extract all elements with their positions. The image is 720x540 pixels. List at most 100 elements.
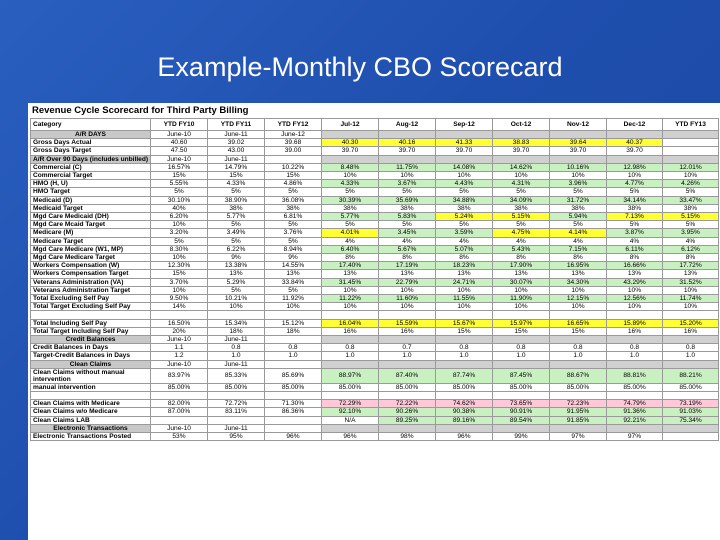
table-row: HMO (H, U) 5.55% 4.33% 4.86% 4.33% 3.67% 4.43%… [30, 179, 719, 189]
table-cell [606, 359, 663, 369]
table-row: Clean Claims LAB N/A 89.25% 89.16% 89.54% 91.… [30, 415, 719, 425]
table-cell: 74.62% [435, 399, 493, 409]
row-label: Total Including Self Pay [30, 318, 151, 328]
table-cell [264, 423, 322, 434]
row-label: Electronic Transactions Posted [30, 432, 151, 442]
table-cell [662, 432, 719, 442]
table-cell: June-11 [207, 335, 265, 345]
table-row: HMO Target 5% 5% 5% 5% 5% 5% 5% 5% 5% 5% [30, 187, 719, 197]
table-cell: 85.00% [435, 382, 493, 393]
table-cell: 16% [378, 326, 436, 337]
table-cell: 39.70 [606, 146, 663, 156]
table-cell: 5.67% [378, 244, 436, 255]
column-header-category: Category [30, 118, 151, 131]
table-cell: 97% [549, 432, 607, 442]
table-cell: 40.60 [150, 138, 208, 148]
table-cell [378, 154, 436, 164]
column-header: YTD FY13 [662, 118, 719, 131]
table-cell: 3.96% [549, 179, 607, 189]
table-cell: 72.29% [321, 399, 379, 409]
table-cell: 15.34% [207, 318, 265, 328]
table-cell [321, 154, 379, 164]
table-cell: 11.75% [378, 162, 436, 173]
table-cell: 8% [662, 253, 719, 263]
table-cell: 16% [321, 326, 379, 337]
table-cell: 4% [606, 236, 663, 246]
table-cell [207, 415, 265, 425]
section-header-row: Credit Balances June-10 June-11 [30, 335, 719, 345]
row-label: Clean Claims w/o Medicare [30, 407, 151, 417]
table-cell: 1.0 [606, 351, 663, 361]
row-label: Target-Credit Balances in Days [30, 351, 151, 361]
table-cell: 3.87% [606, 228, 663, 238]
table-cell [492, 359, 550, 369]
table-cell: 85.00% [662, 382, 719, 393]
table-cell: 85.00% [207, 382, 265, 393]
table-cell [264, 359, 322, 369]
row-label: Medicaid (D) [30, 195, 151, 205]
table-cell: 12.56% [606, 294, 663, 304]
table-cell: 40.30 [321, 138, 379, 148]
table-cell: 11.92% [264, 294, 322, 304]
table-cell: 15.59% [378, 318, 436, 328]
table-cell: 91.85% [549, 415, 607, 425]
table-cell: 5% [549, 220, 607, 230]
table-cell: 8.94% [264, 244, 322, 255]
table-cell [662, 335, 719, 345]
table-cell: 39.02 [207, 138, 265, 148]
table-cell: 9% [207, 253, 265, 263]
table-row: manual intervention 85.00% 85.00% 85.00% 85.… [30, 382, 719, 393]
section-header-row: A/R Over 90 Days (includes unbilled) June… [30, 154, 719, 164]
row-label: Total Excluding Self Pay [30, 294, 151, 304]
table-cell: 8.48% [321, 162, 379, 173]
table-cell: 5% [606, 187, 663, 197]
row-label [30, 391, 151, 401]
table-cell: 17.19% [378, 261, 436, 271]
table-cell: 1.0 [321, 351, 379, 361]
column-header: Jul-12 [321, 118, 379, 131]
table-cell: 15.67% [435, 318, 493, 328]
table-cell [492, 129, 550, 140]
table-cell [549, 129, 607, 140]
table-cell: 16.57% [150, 162, 208, 173]
row-label: Electronic Transactions [30, 423, 151, 434]
table-cell: 5.55% [150, 179, 208, 189]
table-cell: 4% [492, 236, 550, 246]
table-row: Workers Compensation (W) 12.30% 13.38% 14.5… [30, 261, 719, 271]
table-cell: 5% [207, 285, 265, 296]
table-cell: 85.00% [321, 382, 379, 393]
table-row: Clean Claims with Medicare 82.00% 72.72% 71… [30, 399, 719, 409]
table-row [30, 310, 719, 320]
table-cell: 47.50 [150, 146, 208, 156]
table-cell: June-12 [264, 129, 322, 140]
table-row: Medicare Target 5% 5% 5% 4% 4% 4% 4% 4% 4% 4% [30, 236, 719, 246]
table-cell: 15.20% [662, 318, 719, 328]
table-cell [321, 359, 379, 369]
table-cell [492, 335, 550, 345]
table-cell: 39.70 [435, 146, 493, 156]
table-cell: 38% [378, 203, 436, 214]
table-cell: 83.11% [207, 407, 265, 417]
table-row: Clean Claims w/o Medicare 87.00% 83.11% 86.… [30, 407, 719, 417]
table-cell: 3.95% [662, 228, 719, 238]
row-label: Mgd Care Mcaid Target [30, 220, 151, 230]
table-cell: 10% [321, 285, 379, 296]
table-cell: 73.65% [492, 399, 550, 409]
slide-title: Example-Monthly CBO Scorecard [157, 52, 563, 82]
table-cell: 88.21% [662, 367, 719, 384]
table-cell: 10% [549, 302, 607, 312]
table-cell: 4.33% [207, 179, 265, 189]
table-cell [492, 154, 550, 164]
table-cell [549, 359, 607, 369]
table-cell: 5% [492, 220, 550, 230]
table-cell: 73.19% [662, 399, 719, 409]
table-cell [264, 310, 322, 320]
section-header-row: A/R DAYS June-10 June-11 June-12 [30, 129, 719, 140]
table-cell: 17.72% [662, 261, 719, 271]
table-cell: 3.20% [150, 228, 208, 238]
column-header: Aug-12 [378, 118, 436, 131]
table-cell [606, 423, 663, 434]
table-cell: 14.55% [264, 261, 322, 271]
row-label: Medicaid Target [30, 203, 151, 214]
table-cell: 5% [321, 220, 379, 230]
